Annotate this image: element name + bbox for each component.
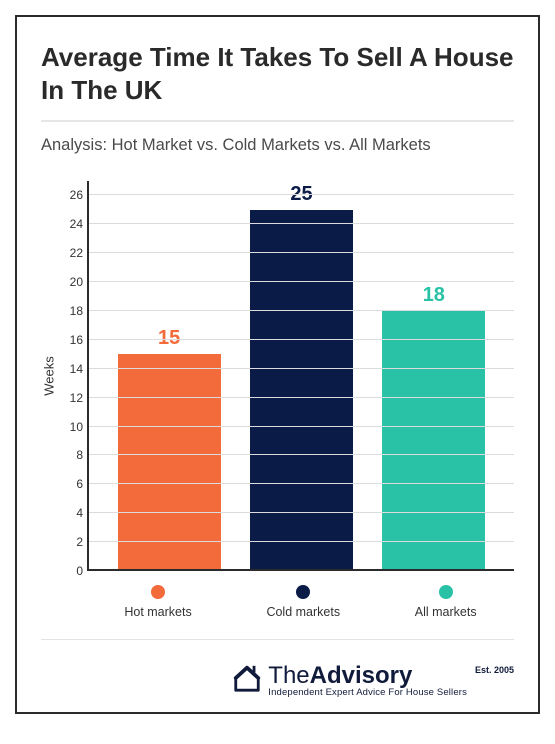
bar-slot: 18 <box>382 284 485 571</box>
legend-dot-icon <box>296 585 310 599</box>
bar-value-label: 18 <box>423 284 445 307</box>
y-tick-label: 14 <box>70 362 83 376</box>
legend-dot-icon <box>439 585 453 599</box>
bar <box>382 311 485 571</box>
y-tick-label: 10 <box>70 420 83 434</box>
y-tick-label: 4 <box>76 506 83 520</box>
chart-title: Average Time It Takes To Sell A House In… <box>41 41 514 106</box>
gridline <box>89 512 514 513</box>
bar <box>118 354 221 571</box>
chart-subtitle: Analysis: Hot Market vs. Cold Markets vs… <box>41 136 514 155</box>
house-icon <box>232 663 262 693</box>
brand-tagline: Independent Expert Advice For House Sell… <box>268 688 467 698</box>
divider-top <box>41 120 514 122</box>
y-tick-label: 2 <box>76 535 83 549</box>
gridline <box>89 339 514 340</box>
y-tick-label: 18 <box>70 304 83 318</box>
legend-label: Cold markets <box>266 605 340 619</box>
bar <box>250 210 353 571</box>
legend-item: Hot markets <box>124 585 191 619</box>
gridline <box>89 194 514 195</box>
gridline <box>89 397 514 398</box>
y-tick-label: 12 <box>70 391 83 405</box>
gridline <box>89 426 514 427</box>
gridline <box>89 368 514 369</box>
y-tick-label: 22 <box>70 246 83 260</box>
gridline <box>89 252 514 253</box>
brand-text: TheAdvisory Independent Expert Advice Fo… <box>268 663 467 698</box>
y-tick-label: 24 <box>70 217 83 231</box>
legend-item: All markets <box>415 585 477 619</box>
gridline <box>89 310 514 311</box>
brand-name-bold: Advisory <box>310 662 413 689</box>
gridline <box>89 281 514 282</box>
gridline <box>89 454 514 455</box>
divider-bottom <box>41 639 514 640</box>
bar-slot: 15 <box>118 327 221 571</box>
legend-label: All markets <box>415 605 477 619</box>
brand-name-light: The <box>268 662 309 689</box>
brand-block: TheAdvisory Independent Expert Advice Fo… <box>232 663 514 698</box>
chart-card: Average Time It Takes To Sell A House In… <box>15 15 540 714</box>
brand-name: TheAdvisory <box>268 663 467 688</box>
legend: Hot markets Cold markets All markets <box>87 585 514 619</box>
y-tick-label: 20 <box>70 275 83 289</box>
y-tick-label: 26 <box>70 188 83 202</box>
legend-label: Hot markets <box>124 605 191 619</box>
y-axis: 02468101214161820222426 <box>53 181 87 571</box>
gridline <box>89 541 514 542</box>
y-tick-label: 8 <box>76 448 83 462</box>
legend-dot-icon <box>151 585 165 599</box>
y-tick-label: 16 <box>70 333 83 347</box>
y-tick-label: 0 <box>76 564 83 578</box>
y-tick-label: 6 <box>76 477 83 491</box>
plot-area: 152518 <box>87 181 514 571</box>
gridline <box>89 483 514 484</box>
legend-item: Cold markets <box>266 585 340 619</box>
brand-est: Est. 2005 <box>475 665 514 675</box>
gridline <box>89 223 514 224</box>
chart-area: Weeks 02468101214161820222426 152518 <box>41 181 514 571</box>
